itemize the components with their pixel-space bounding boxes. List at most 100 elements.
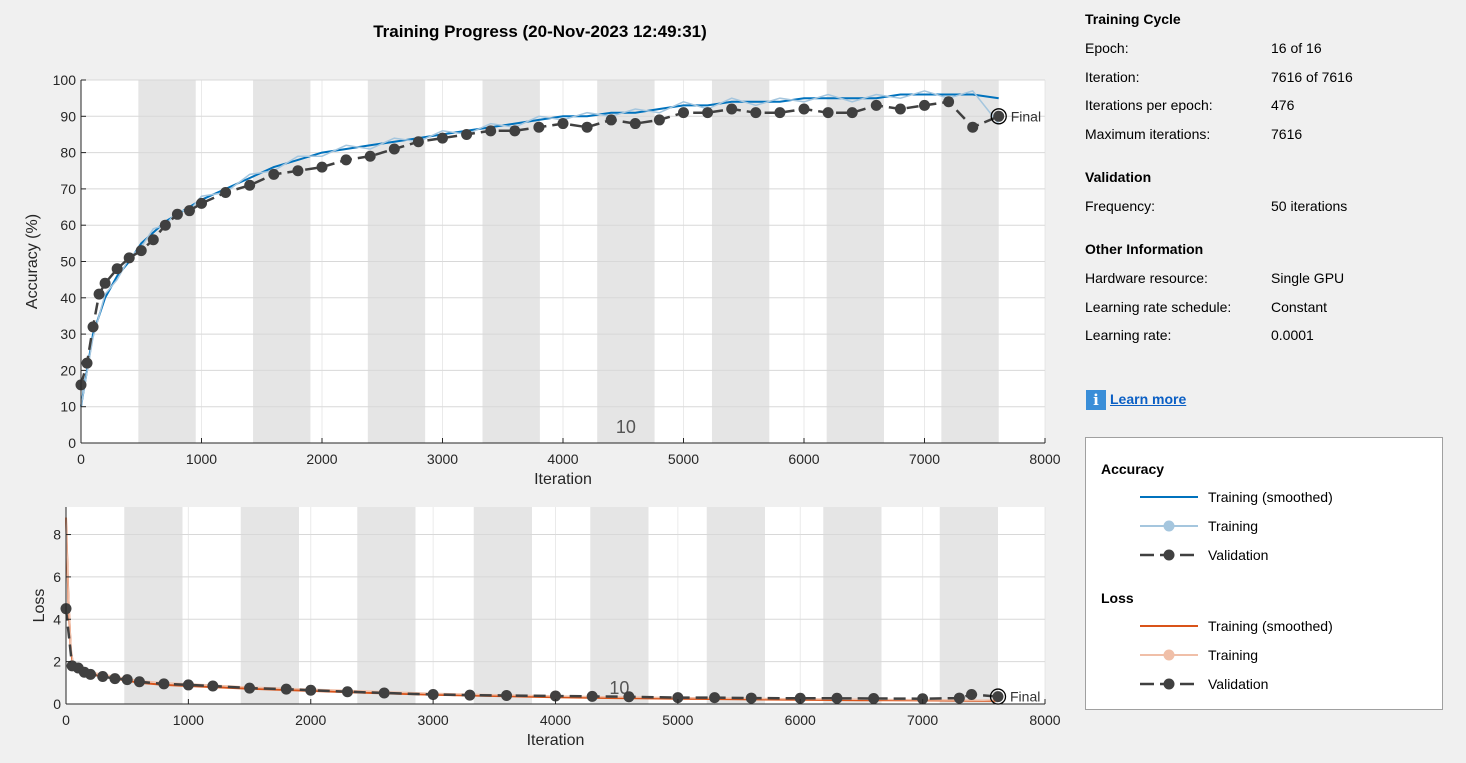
validation-point: [135, 245, 147, 257]
validation-point: [461, 128, 473, 140]
y-tick-label: 6: [53, 569, 61, 585]
epoch-shade: [357, 507, 416, 704]
loss-plot: 10 Final 0 2 4 6 8 0 1000 2000 3000 4000 5000 6000 700…: [31, 507, 1061, 749]
y-tick-label: 100: [53, 72, 77, 88]
validation-point: [605, 114, 617, 126]
validation-point: [894, 103, 906, 115]
validation-point: [846, 107, 858, 119]
validation-point: [822, 107, 834, 119]
validation-point: [99, 277, 111, 289]
validation-point: [159, 219, 171, 231]
legend-label: Training (smoothed): [1208, 489, 1333, 505]
info-label: Iterations per epoch:: [1085, 97, 1213, 113]
chart-title: Training Progress (20-Nov-2023 12:49:31): [373, 22, 707, 41]
epoch-shade: [473, 507, 533, 704]
x-tick-label: 5000: [668, 451, 699, 467]
validation-point: [147, 234, 159, 246]
x-tick-label: 8000: [1029, 451, 1060, 467]
learn-more-link[interactable]: Learn more: [1110, 391, 1187, 407]
y-tick-label: 2: [53, 654, 61, 670]
info-value: 476: [1271, 97, 1295, 113]
x-tick-label: 8000: [1029, 712, 1060, 728]
validation-point: [678, 107, 689, 119]
validation-point: [709, 692, 721, 704]
validation-point: [798, 103, 810, 115]
epoch-annotation: 10: [609, 678, 629, 698]
y-axis-label: Loss: [31, 589, 48, 623]
x-tick-label: 3000: [418, 712, 449, 728]
info-label: Iteration:: [1085, 69, 1140, 85]
info-label: Maximum iterations:: [1085, 126, 1211, 142]
legend-accuracy-title: Accuracy: [1101, 461, 1165, 477]
validation-point: [427, 688, 439, 700]
validation-point: [133, 676, 145, 688]
validation-point: [993, 110, 1005, 122]
x-tick-label: 2000: [306, 451, 337, 467]
epoch-shade: [823, 507, 882, 704]
validation-point: [794, 692, 806, 704]
validation-point: [207, 680, 219, 692]
y-tick-label: 80: [60, 145, 76, 161]
x-tick-label: 1000: [173, 712, 204, 728]
validation-point: [111, 263, 123, 275]
x-tick-label: 6000: [785, 712, 816, 728]
validation-point: [533, 121, 545, 133]
legend-panel: Accuracy Training (smoothed) Training Va…: [1085, 437, 1443, 710]
epoch-shade: [939, 507, 999, 704]
y-tick-label: 60: [60, 217, 76, 233]
validation-point: [557, 118, 569, 130]
validation-point: [305, 684, 317, 696]
legend-loss-title: Loss: [1101, 590, 1134, 606]
legend-line-dashed-marker: [1140, 549, 1198, 561]
info-value: 7616 of 7616: [1271, 69, 1353, 85]
legend-label: Training: [1208, 647, 1259, 663]
validation-point: [93, 288, 105, 300]
validation-point: [586, 690, 598, 702]
y-tick-label: 90: [60, 108, 76, 124]
validation-point: [340, 154, 352, 166]
validation-title: Validation: [1085, 169, 1152, 185]
y-tick-label: 70: [60, 181, 76, 197]
epoch-shade: [590, 507, 649, 704]
validation-point: [831, 692, 843, 704]
x-tick-label: 1000: [186, 451, 217, 467]
validation-point: [158, 678, 170, 690]
validation-point: [917, 693, 929, 705]
validation-point: [464, 689, 476, 701]
x-tick-label: 0: [77, 451, 85, 467]
legend-label: Validation: [1208, 676, 1269, 692]
validation-point: [702, 107, 714, 119]
y-axis-label: Accuracy (%): [24, 214, 41, 309]
validation-point: [726, 103, 738, 115]
validation-point: [182, 679, 194, 691]
validation-point: [220, 187, 232, 199]
info-value: 0.0001: [1271, 327, 1314, 343]
y-tick-label: 20: [60, 362, 76, 378]
info-label: Hardware resource:: [1085, 270, 1208, 286]
validation-point: [171, 208, 183, 220]
validation-point: [868, 692, 880, 704]
training-cycle-title: Training Cycle: [1085, 11, 1181, 27]
validation-point: [292, 165, 304, 177]
x-tick-label: 7000: [909, 451, 940, 467]
validation-point: [774, 107, 786, 119]
x-tick-label: 2000: [295, 712, 326, 728]
validation-point: [966, 688, 978, 700]
x-tick-label: 4000: [547, 451, 578, 467]
legend-label: Training: [1208, 518, 1259, 534]
info-value: 50 iterations: [1271, 198, 1348, 214]
validation-point: [244, 682, 256, 694]
legend-item: Training (smoothed): [1086, 616, 1442, 636]
validation-point: [745, 692, 757, 704]
legend-item: Validation: [1086, 674, 1442, 694]
validation-point: [364, 150, 376, 162]
legend-item: Validation: [1086, 545, 1442, 565]
y-tick-label: 30: [60, 326, 76, 342]
validation-point: [244, 179, 256, 191]
validation-point: [268, 168, 280, 180]
validation-point: [967, 121, 979, 133]
epoch-shade: [240, 507, 300, 704]
x-tick-label: 5000: [662, 712, 693, 728]
validation-point: [919, 99, 930, 111]
